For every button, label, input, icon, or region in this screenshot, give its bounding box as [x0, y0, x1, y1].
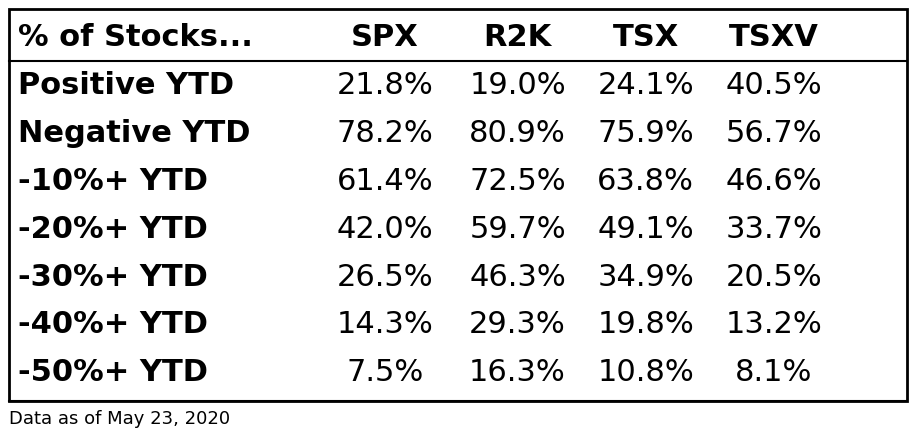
Text: SPX: SPX	[351, 22, 419, 52]
Text: 14.3%: 14.3%	[336, 310, 433, 340]
Text: 21.8%: 21.8%	[336, 71, 433, 100]
Text: -40%+ YTD: -40%+ YTD	[18, 310, 208, 340]
Text: 46.3%: 46.3%	[469, 262, 566, 292]
Text: 59.7%: 59.7%	[469, 214, 566, 243]
Text: 63.8%: 63.8%	[597, 167, 694, 196]
Text: 61.4%: 61.4%	[336, 167, 433, 196]
Text: -30%+ YTD: -30%+ YTD	[18, 262, 208, 292]
Text: Negative YTD: Negative YTD	[18, 119, 251, 148]
Text: TSX: TSX	[613, 22, 679, 52]
Text: 13.2%: 13.2%	[725, 310, 823, 340]
Text: 10.8%: 10.8%	[597, 359, 694, 388]
Text: % of Stocks...: % of Stocks...	[18, 22, 253, 52]
Text: 42.0%: 42.0%	[336, 214, 433, 243]
Text: 7.5%: 7.5%	[346, 359, 423, 388]
Text: 16.3%: 16.3%	[469, 359, 566, 388]
Text: -20%+ YTD: -20%+ YTD	[18, 214, 208, 243]
Text: 19.0%: 19.0%	[469, 71, 566, 100]
Text: 78.2%: 78.2%	[336, 119, 433, 148]
Text: TSXV: TSXV	[729, 22, 819, 52]
Text: 72.5%: 72.5%	[469, 167, 566, 196]
Text: -50%+ YTD: -50%+ YTD	[18, 359, 208, 388]
Text: 40.5%: 40.5%	[725, 71, 823, 100]
Text: 46.6%: 46.6%	[725, 167, 823, 196]
Text: -10%+ YTD: -10%+ YTD	[18, 167, 208, 196]
Text: 26.5%: 26.5%	[336, 262, 433, 292]
Text: 56.7%: 56.7%	[725, 119, 823, 148]
Text: 49.1%: 49.1%	[597, 214, 694, 243]
Text: Positive YTD: Positive YTD	[18, 71, 234, 100]
Text: 24.1%: 24.1%	[597, 71, 694, 100]
Text: Data as of May 23, 2020: Data as of May 23, 2020	[9, 410, 230, 428]
Text: 33.7%: 33.7%	[725, 214, 823, 243]
Text: 80.9%: 80.9%	[469, 119, 566, 148]
Text: 19.8%: 19.8%	[597, 310, 694, 340]
Text: 34.9%: 34.9%	[597, 262, 694, 292]
Text: R2K: R2K	[484, 22, 551, 52]
Text: 29.3%: 29.3%	[469, 310, 566, 340]
Text: 8.1%: 8.1%	[736, 359, 812, 388]
Text: 75.9%: 75.9%	[597, 119, 694, 148]
Text: 20.5%: 20.5%	[725, 262, 823, 292]
Bar	[9, 9, 907, 401]
